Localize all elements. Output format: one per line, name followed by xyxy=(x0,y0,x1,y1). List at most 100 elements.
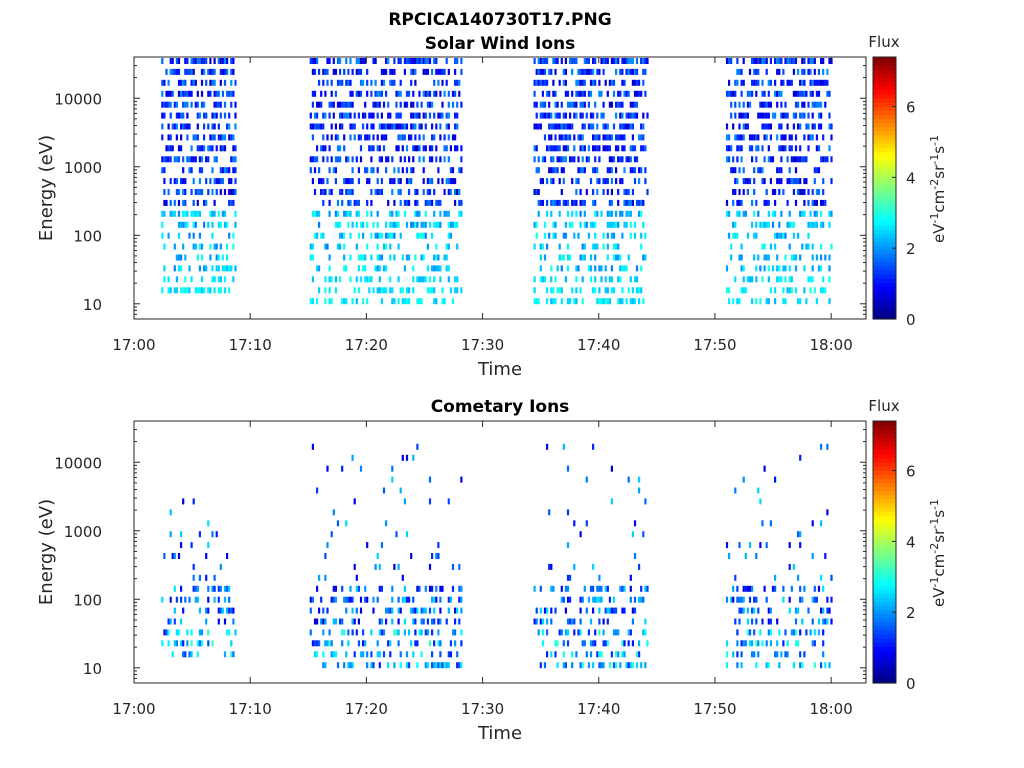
spectrogram-cell xyxy=(763,123,766,130)
spectrogram-cell xyxy=(433,607,436,614)
spectrogram-cell xyxy=(223,79,227,86)
spectrogram-cell xyxy=(742,58,745,64)
spectrogram-cell xyxy=(370,629,373,636)
spectrogram-cell xyxy=(728,298,731,305)
spectrogram-cell xyxy=(316,210,319,217)
spectrogram-cell xyxy=(385,90,388,97)
spectrogram-cell xyxy=(744,112,747,119)
spectrogram-cell xyxy=(621,651,624,658)
spectrogram-cell xyxy=(431,178,434,185)
spectrogram-cell xyxy=(774,189,777,195)
spectrogram-cell xyxy=(552,58,555,64)
spectrogram-cell xyxy=(318,167,321,174)
spectrogram-cell xyxy=(426,243,429,250)
spectrogram-cell xyxy=(177,79,181,86)
spectrogram-cell xyxy=(232,232,235,239)
spectrogram-cell xyxy=(583,101,586,108)
spectrogram-cell xyxy=(598,156,601,163)
spectrogram-cell xyxy=(725,265,729,272)
spectrogram-cell xyxy=(393,58,396,64)
spectrogram-cell xyxy=(822,58,825,64)
spectrogram-cell xyxy=(175,287,178,294)
spectrogram-cell xyxy=(424,199,427,206)
spectrogram-cell xyxy=(428,199,432,206)
spectrogram-cell xyxy=(347,662,350,669)
spectrogram-cell xyxy=(357,287,360,294)
spectrogram-cell xyxy=(788,596,791,603)
spectrogram-cell xyxy=(757,167,760,174)
spectrogram-cell xyxy=(631,68,634,75)
spectrogram-cell xyxy=(182,498,185,505)
spectrogram-cell xyxy=(753,167,756,174)
spectrogram-cell xyxy=(602,662,605,669)
spectrogram-cell xyxy=(230,189,233,195)
spectrogram-cell xyxy=(594,629,597,636)
spectrogram-cell xyxy=(769,156,772,163)
spectrogram-cell xyxy=(175,68,178,75)
spectrogram-cell xyxy=(215,90,218,97)
spectrogram-cell xyxy=(813,596,816,603)
spectrogram-cell xyxy=(428,476,432,483)
spectrogram-cell xyxy=(751,607,754,614)
spectrogram-cell xyxy=(602,618,605,625)
spectrogram-cell xyxy=(213,199,216,206)
spectrogram-cell xyxy=(370,651,373,658)
spectrogram-cell xyxy=(552,287,555,294)
spectrogram-cell xyxy=(408,178,411,185)
spectrogram-cell xyxy=(776,90,779,97)
spectrogram-cell xyxy=(809,221,812,228)
spectrogram-cell xyxy=(309,596,312,603)
spectrogram-cell xyxy=(364,585,367,592)
spectrogram-cell xyxy=(451,563,455,570)
spectrogram-cell xyxy=(774,243,777,250)
spectrogram-cell xyxy=(316,618,319,625)
spectrogram-cell xyxy=(449,651,452,658)
spectrogram-cell xyxy=(579,167,582,174)
spectrogram-cell xyxy=(615,651,618,658)
spectrogram-cell xyxy=(642,145,645,152)
spectrogram-cell xyxy=(357,585,360,592)
spectrogram-cell xyxy=(228,265,231,272)
spectrogram-cell xyxy=(184,101,187,108)
spectrogram-cell xyxy=(416,210,419,217)
colorbar-step xyxy=(873,425,896,430)
spectrogram-cell xyxy=(177,145,181,152)
spectrogram-cell xyxy=(589,90,593,97)
spectrogram-cell xyxy=(782,79,785,86)
spectrogram-cell xyxy=(797,123,800,130)
spectrogram-cell xyxy=(418,232,421,239)
spectrogram-cell xyxy=(230,58,233,64)
spectrogram-cell xyxy=(564,112,567,119)
spectrogram-cell xyxy=(378,101,381,108)
spectrogram-cell xyxy=(633,520,637,527)
spectrogram-cell xyxy=(558,629,561,636)
spectrogram-cell xyxy=(205,58,208,64)
spectrogram-cell xyxy=(799,254,802,261)
spectrogram-cell xyxy=(422,254,425,261)
spectrogram-cell xyxy=(755,553,758,559)
spectrogram-cell xyxy=(579,596,582,603)
spectrogram-cell xyxy=(569,596,572,603)
spectrogram-cell xyxy=(376,287,379,294)
spectrogram-cell xyxy=(801,90,804,97)
spectrogram-cell xyxy=(612,629,616,636)
spectrogram-cell xyxy=(341,640,344,647)
spectrogram-cell xyxy=(769,101,772,108)
spectrogram-cell xyxy=(801,243,804,250)
spectrogram-cell xyxy=(215,243,218,250)
spectrogram-cell xyxy=(209,210,212,217)
spectrogram-cell xyxy=(401,287,404,294)
spectrogram-cell xyxy=(410,178,413,185)
spectrogram-cell xyxy=(830,596,833,603)
spectrogram-cell xyxy=(556,662,559,669)
spectrogram-cell xyxy=(190,189,193,195)
spectrogram-cell xyxy=(566,465,570,472)
spectrogram-cell xyxy=(428,221,432,228)
spectrogram-cell xyxy=(552,90,555,97)
spectrogram-cell xyxy=(619,265,622,272)
spectrogram-cell xyxy=(313,210,317,217)
spectrogram-cell xyxy=(184,90,187,97)
spectrogram-cell xyxy=(571,618,574,625)
spectrogram-cell xyxy=(414,112,417,119)
spectrogram-cell xyxy=(552,232,555,239)
